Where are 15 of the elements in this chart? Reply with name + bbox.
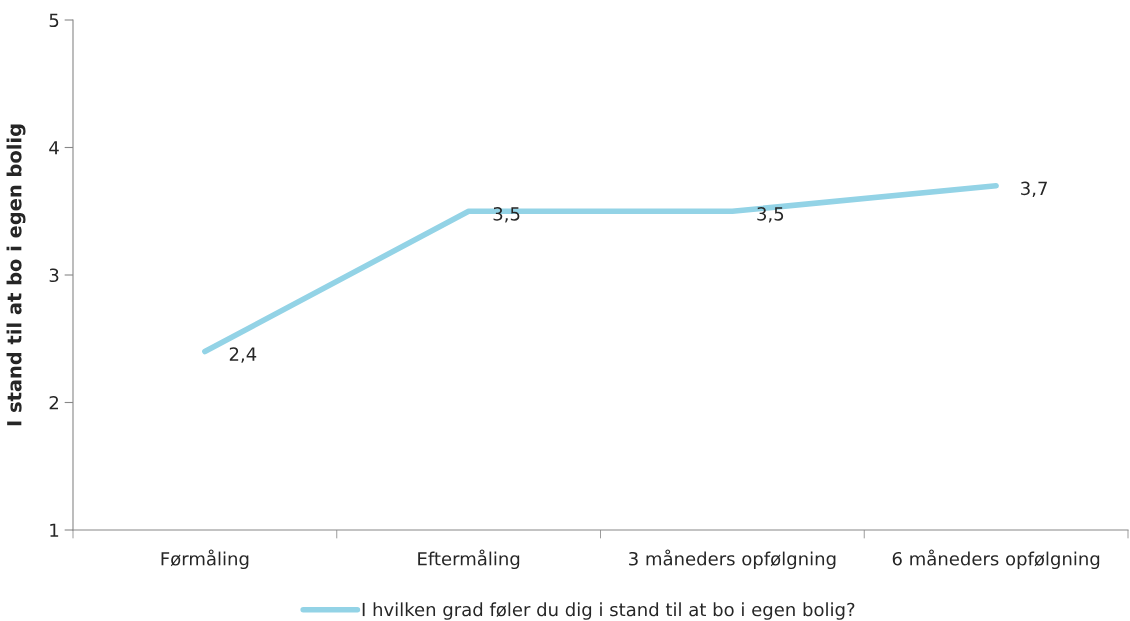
y-axis-title: I stand til at bo i egen bolig xyxy=(6,124,26,426)
data-label: 3,5 xyxy=(757,207,784,223)
y-tick-label: 5 xyxy=(49,13,59,28)
y-tick-label: 4 xyxy=(49,141,59,155)
y-tick-label: 3 xyxy=(49,268,59,283)
legend-label: I hvilken grad føler du dig i stand til at bo i egen bolig? xyxy=(362,602,855,620)
y-tick-label: 1 xyxy=(50,523,59,537)
x-tick-label: 3 måneders opfølgning xyxy=(629,549,836,570)
data-label: 2,4 xyxy=(229,347,257,363)
x-tick-label: Eftermåling xyxy=(418,549,520,570)
data-label: 3,5 xyxy=(493,207,520,223)
x-tick-label: Førmåling xyxy=(161,549,249,570)
data-label: 3,7 xyxy=(1021,181,1047,197)
y-tick-label: 2 xyxy=(49,395,58,410)
x-tick-label: 6 måneders opfølgning xyxy=(892,549,1100,570)
